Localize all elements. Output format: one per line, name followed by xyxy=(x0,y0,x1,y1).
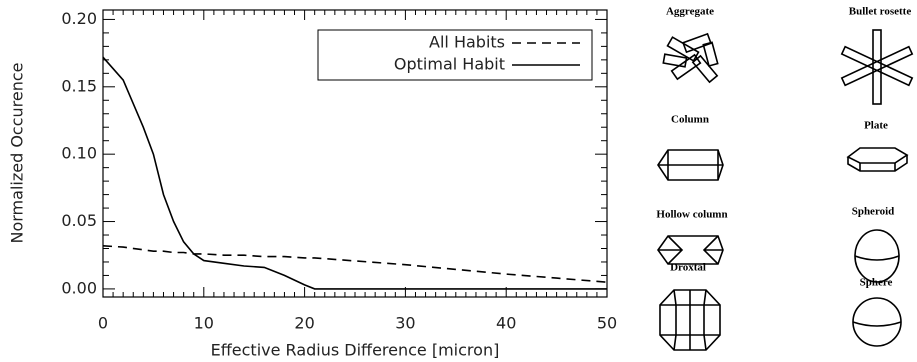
spheroid-icon xyxy=(854,229,900,283)
habit-label: Aggregate xyxy=(666,6,714,18)
hollow-column-icon xyxy=(657,235,724,265)
habit-label: Spheroid xyxy=(852,206,895,218)
y-tick-label: 0.05 xyxy=(61,211,97,230)
droxtal-icon xyxy=(659,289,721,351)
x-tick-label: 40 xyxy=(496,314,516,333)
chart: Effective Radius Difference [micron] Nor… xyxy=(8,9,618,360)
legend-label: All Habits xyxy=(429,33,505,52)
y-tick-label: 0.20 xyxy=(61,9,97,28)
y-tick-label: 0.00 xyxy=(61,278,97,297)
habit-label: Column xyxy=(671,114,709,126)
habit-label: Bullet rosette xyxy=(849,6,912,18)
x-tick-label: 0 xyxy=(98,314,108,333)
bullet-rosette-icon xyxy=(840,29,914,105)
series-line xyxy=(102,245,608,283)
x-tick-label: 10 xyxy=(194,314,214,333)
series-line xyxy=(102,56,607,290)
x-axis-label: Effective Radius Difference [micron] xyxy=(211,341,500,360)
y-tick-label: 0.15 xyxy=(61,76,97,95)
sphere-icon xyxy=(852,297,902,347)
x-tick-label: 30 xyxy=(395,314,415,333)
x-tick-label: 20 xyxy=(294,314,314,333)
x-tick-label: 50 xyxy=(597,314,617,333)
y-tick-label: 0.10 xyxy=(61,144,97,163)
y-axis-label: Normalized Occurence xyxy=(8,63,27,244)
legend-box xyxy=(317,29,593,81)
legend-label: Optimal Habit xyxy=(394,55,505,74)
habit-label: Plate xyxy=(864,120,888,132)
column-icon xyxy=(657,149,724,181)
habit-diagram: Aggregate Bullet rosette Column Plate Ho… xyxy=(656,6,914,351)
plate-icon xyxy=(846,147,909,172)
habit-label: Hollow column xyxy=(656,209,727,221)
aggregate-icon xyxy=(662,32,719,84)
